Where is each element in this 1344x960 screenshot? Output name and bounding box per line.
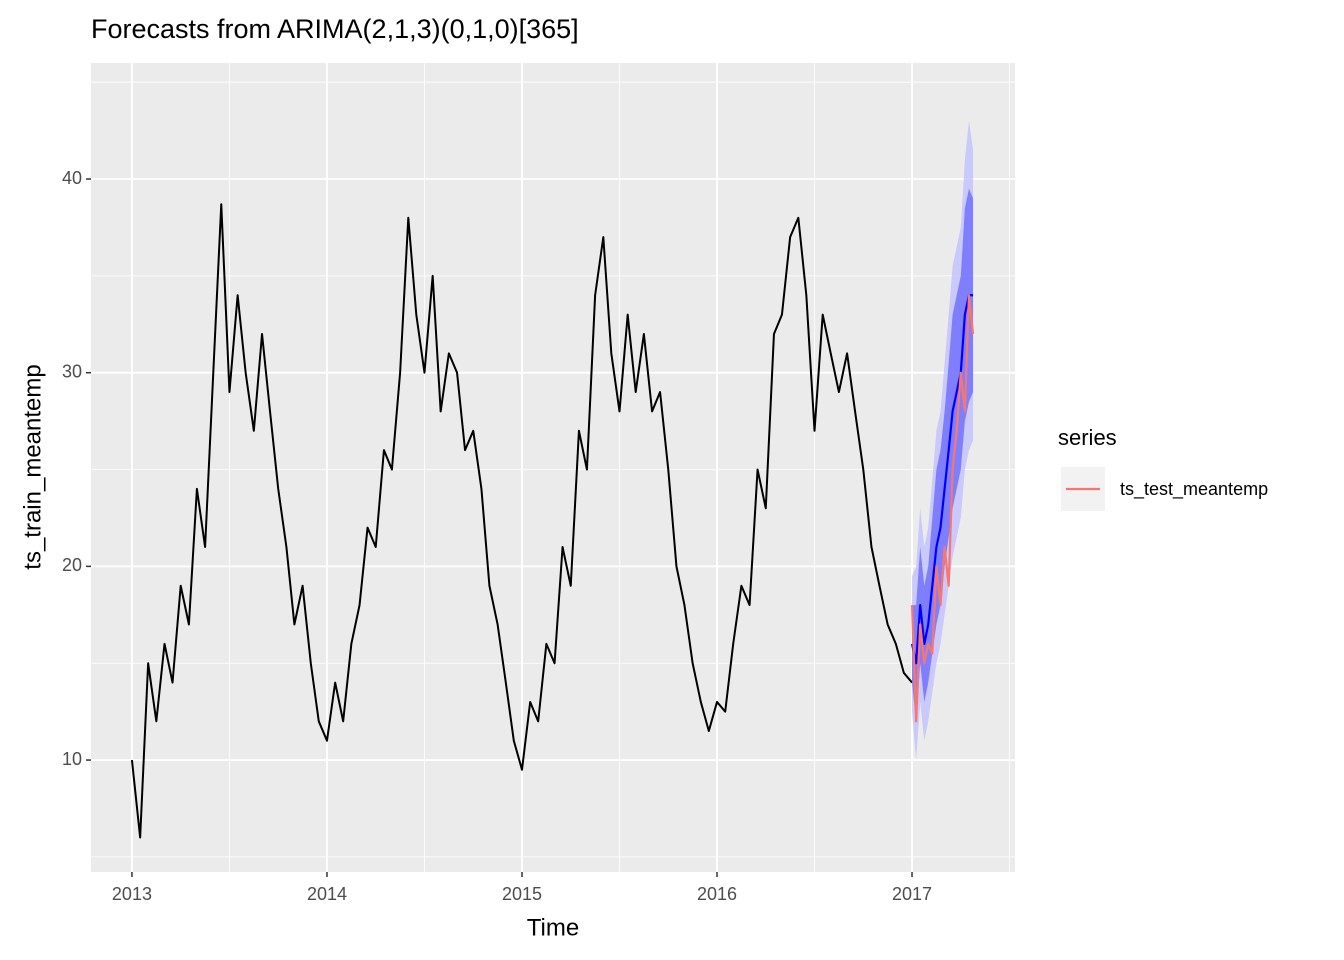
x-tick-label: 2013 (112, 884, 152, 904)
legend-label: ts_test_meantemp (1120, 479, 1268, 500)
y-axis-label: ts_train_meantemp (19, 364, 46, 569)
y-tick-label: 20 (62, 555, 82, 575)
legend-title: series (1058, 425, 1117, 450)
x-tick-label: 2017 (892, 884, 932, 904)
y-tick-label: 30 (62, 361, 82, 381)
x-tick-label: 2014 (307, 884, 347, 904)
x-tick-label: 2015 (502, 884, 542, 904)
plot-panel (91, 63, 1015, 872)
x-tick-label: 2016 (697, 884, 737, 904)
test-line (910, 294, 975, 723)
forecast-line (910, 294, 974, 665)
x-axis-label: Time (527, 914, 579, 941)
y-tick-label: 40 (62, 168, 82, 188)
interval-80 (912, 188, 974, 722)
y-tick-label: 10 (62, 749, 82, 769)
train-line (130, 203, 913, 839)
chart-title: Forecasts from ARIMA(2,1,3)(0,1,0)[365] (91, 14, 579, 44)
